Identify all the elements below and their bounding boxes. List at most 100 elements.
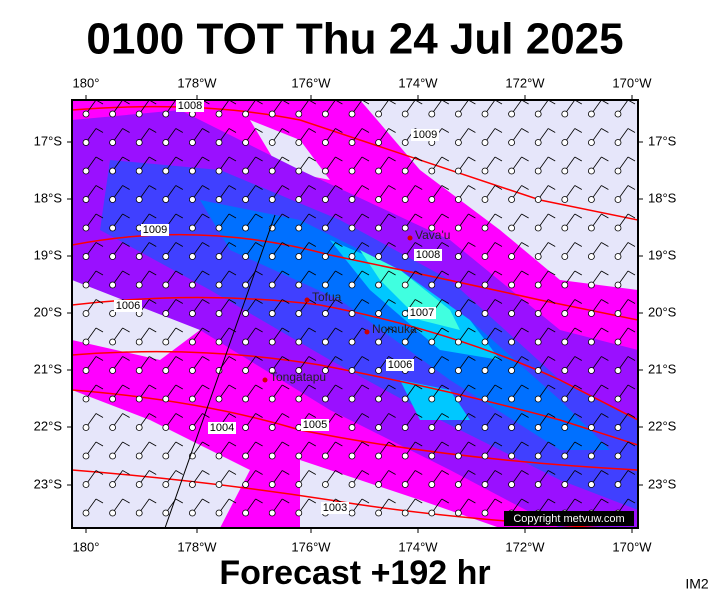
wind-barb — [548, 242, 556, 247]
wind-barb — [95, 270, 104, 276]
wind-barb — [202, 128, 210, 133]
wind-barb — [282, 299, 290, 304]
station — [454, 509, 462, 517]
wind-barb — [361, 185, 370, 190]
station — [348, 110, 356, 118]
isobar-label-bg — [411, 129, 439, 141]
wind-barb — [415, 185, 423, 190]
station — [375, 196, 383, 203]
wind-barb — [149, 441, 157, 447]
place-label: Nomuka — [372, 322, 417, 336]
station — [348, 509, 356, 517]
station — [109, 395, 116, 403]
station — [508, 338, 516, 346]
station — [135, 281, 143, 289]
station — [268, 253, 276, 260]
station — [215, 338, 223, 346]
station — [321, 338, 329, 346]
wind-barb — [255, 498, 263, 504]
station — [135, 424, 143, 431]
wind-barb — [95, 242, 104, 247]
station — [561, 139, 569, 146]
title: 0100 TOT Thu 24 Jul 2025 — [86, 15, 623, 64]
lat-label: 20°S — [34, 304, 63, 319]
station — [135, 196, 143, 203]
wind-barb — [415, 242, 423, 247]
wind-barb — [122, 185, 130, 190]
station — [614, 196, 622, 203]
wind-barb — [282, 441, 290, 447]
wind-barb — [601, 270, 609, 276]
wind-barb — [255, 441, 263, 447]
station — [454, 338, 462, 346]
station — [375, 452, 383, 460]
wind-barb — [415, 327, 423, 333]
wind-barb — [415, 156, 423, 162]
station — [588, 110, 595, 118]
wind-barb — [335, 213, 343, 219]
station — [454, 424, 462, 431]
station — [508, 481, 516, 488]
isobar-label-bg — [208, 422, 236, 434]
station — [561, 281, 569, 289]
wind-barb — [521, 327, 529, 333]
wind-barb — [388, 299, 396, 304]
wind-barb — [95, 498, 104, 504]
wind-barb — [574, 213, 582, 219]
station — [428, 338, 436, 346]
lat-label: 18°S — [34, 190, 63, 205]
station — [588, 310, 595, 317]
station — [321, 452, 329, 460]
wind-barb — [388, 470, 396, 475]
station — [215, 310, 223, 317]
wind-barb — [95, 299, 104, 304]
wind-barb — [441, 299, 449, 304]
lon-label: 180° — [73, 75, 100, 90]
station — [454, 367, 462, 374]
station — [508, 253, 516, 260]
station — [508, 424, 516, 431]
wind-barb — [282, 128, 290, 133]
isobar-label: 1008 — [178, 100, 202, 112]
station — [242, 139, 250, 146]
wind-barb — [468, 242, 476, 247]
wind-barb — [574, 185, 582, 190]
wind-barb — [494, 156, 503, 162]
station — [268, 367, 276, 374]
station — [295, 481, 303, 488]
wind-barb — [282, 156, 290, 162]
station — [215, 224, 223, 232]
wind-barb — [388, 128, 396, 133]
lon-label: 178°W — [177, 539, 217, 554]
station — [534, 452, 542, 460]
station — [348, 452, 356, 460]
station — [162, 196, 170, 203]
wind-barb — [335, 185, 343, 190]
station — [348, 338, 356, 346]
station — [561, 253, 569, 260]
lat-label: 22°S — [648, 418, 677, 433]
wind-barb — [95, 356, 104, 361]
station — [135, 338, 143, 346]
wind-barb — [228, 299, 237, 304]
wind-barb — [255, 356, 263, 361]
isobar-label: 1009 — [413, 129, 437, 141]
wind-barb — [601, 384, 609, 390]
station — [454, 110, 462, 118]
station — [454, 253, 462, 260]
wind-barb — [627, 299, 636, 304]
station — [588, 424, 595, 431]
station — [534, 424, 542, 431]
wind-barb — [335, 128, 343, 133]
station — [188, 509, 196, 517]
wind-barb — [441, 356, 449, 361]
station — [268, 338, 276, 346]
wind-barb — [574, 384, 582, 390]
wind-barb — [441, 441, 449, 447]
wind-barb — [122, 470, 130, 475]
station — [401, 196, 409, 203]
station — [295, 110, 303, 118]
station — [188, 310, 196, 317]
wind-barb — [601, 413, 609, 418]
wind-barb — [627, 470, 636, 475]
